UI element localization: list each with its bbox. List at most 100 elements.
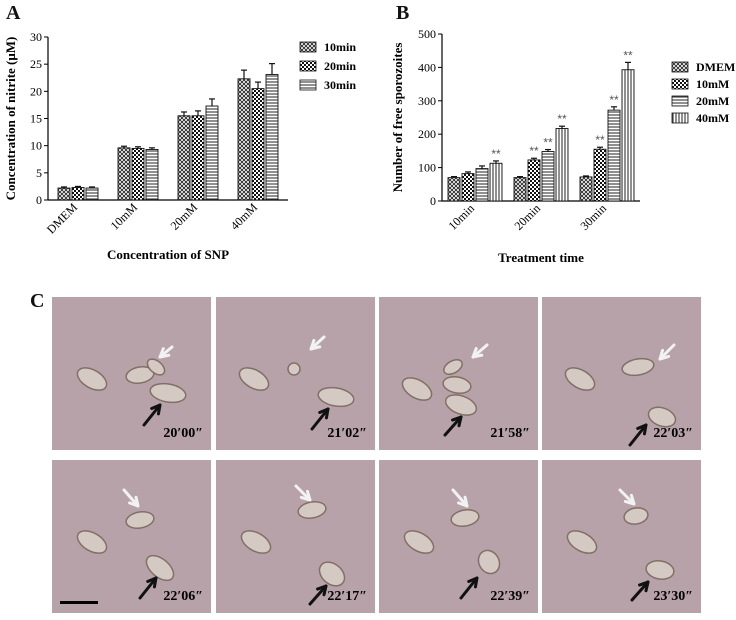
sporozoite-cell <box>76 530 108 554</box>
sporozoite-cell <box>621 357 655 377</box>
bar <box>237 78 251 201</box>
frame-image <box>564 343 677 447</box>
micrograph-frame: 22′06″ <box>52 460 211 613</box>
legend-label: 10min <box>324 40 356 54</box>
y-tick-label: 5 <box>36 166 42 180</box>
white-arrow-icon <box>309 335 326 351</box>
white-arrow-icon <box>618 488 636 506</box>
panel-a-letter: A <box>6 2 21 24</box>
sporozoite-cell <box>145 554 175 582</box>
frame-image <box>240 484 346 606</box>
legend-swatch <box>299 60 317 72</box>
bar <box>593 148 607 202</box>
bar <box>461 173 475 202</box>
scale-bar <box>60 601 98 604</box>
y-tick-label: 500 <box>418 27 436 41</box>
bar <box>513 177 527 202</box>
y-tick-label: 0 <box>36 193 42 207</box>
legend-swatch <box>671 61 689 73</box>
sporozoite-cell <box>297 501 327 519</box>
frame-image <box>401 343 489 437</box>
y-tick-label: 10 <box>30 139 42 153</box>
sporozoite-cell <box>564 367 596 391</box>
white-arrow-icon <box>122 488 140 508</box>
y-tick-label: 15 <box>30 112 42 126</box>
legend-swatch <box>671 112 689 124</box>
micrograph-frame: 21′58″ <box>379 297 538 450</box>
legend-label: 20mM <box>696 94 729 108</box>
y-tick-label: 0 <box>430 194 436 208</box>
y-tick-label: 25 <box>30 57 42 71</box>
x-axis-label: Concentration of SNP <box>107 247 229 262</box>
frame-timestamp: 20′00″ <box>163 426 203 441</box>
bar <box>621 69 635 202</box>
panel-c-letter: C <box>30 290 45 312</box>
sporozoite-cell <box>125 511 155 529</box>
bar <box>205 105 219 201</box>
bar <box>251 88 265 201</box>
black-arrow-icon <box>630 580 650 602</box>
significance-label: ** <box>557 112 567 126</box>
bar <box>191 115 205 201</box>
black-arrow-icon <box>308 584 328 606</box>
frame-timestamp: 22′03″ <box>653 426 693 441</box>
frame-timestamp: 23′30″ <box>653 589 693 604</box>
sporozoite-cell <box>443 359 463 375</box>
black-arrow-icon <box>138 576 158 600</box>
legend-label: 10mM <box>696 77 729 91</box>
bar <box>489 162 503 202</box>
white-arrow-icon <box>294 484 312 502</box>
sporozoite-cell <box>403 530 435 554</box>
bar <box>527 159 541 202</box>
frame-timestamp: 21′02″ <box>327 426 367 441</box>
frame-image <box>76 488 175 600</box>
black-arrow-icon <box>142 403 162 427</box>
sporozoite-cell <box>450 509 480 527</box>
micrograph-frame: 22′03″ <box>542 297 701 450</box>
micrograph-frame: 22′39″ <box>379 460 538 613</box>
legend-label: 40mM <box>696 111 729 125</box>
frame-timestamp: 22′17″ <box>327 589 367 604</box>
significance-label: ** <box>529 144 539 158</box>
y-tick-label: 300 <box>418 94 436 108</box>
bar <box>541 151 555 202</box>
white-arrow-icon <box>471 343 489 359</box>
y-tick-label: 20 <box>30 84 42 98</box>
y-tick-label: 30 <box>30 30 42 44</box>
white-arrow-icon <box>451 488 469 508</box>
significance-label: ** <box>609 93 619 107</box>
bar <box>117 147 131 201</box>
micrograph-frame: 23′30″ <box>542 460 701 613</box>
y-tick-label: 400 <box>418 60 436 74</box>
x-tick-label: 40mM <box>228 200 261 233</box>
y-axis-label: Concentration of nitrite (μM) <box>3 37 18 201</box>
frame-image <box>403 488 501 600</box>
bar <box>57 187 71 201</box>
x-tick-label: 20mM <box>168 200 201 233</box>
frame-timestamp: 21′58″ <box>490 426 530 441</box>
sporozoite-cell <box>287 362 301 376</box>
y-tick-label: 100 <box>418 161 436 175</box>
panel-b-letter: B <box>396 2 410 24</box>
frame-image <box>566 488 675 602</box>
bar <box>131 147 145 201</box>
significance-label: ** <box>543 136 553 150</box>
white-arrow-icon <box>658 343 676 361</box>
sporozoite-cell <box>401 377 433 401</box>
bar <box>579 176 593 202</box>
bar <box>177 115 191 201</box>
bar <box>265 74 279 201</box>
sporozoite-cell <box>566 530 598 554</box>
chart-a: 0 5 10 15 20 25 30 DMEM 10mM 20mM 40mM Concentratio… <box>3 30 356 262</box>
frame-timestamp: 22′06″ <box>163 589 203 604</box>
bar <box>447 177 461 202</box>
legend-swatch <box>299 41 317 53</box>
legend-swatch <box>299 79 317 91</box>
x-tick-label: 10mM <box>108 200 141 233</box>
sporozoite-cell <box>240 530 272 554</box>
frame-image <box>238 335 355 431</box>
black-arrow-icon <box>628 423 648 447</box>
sporozoite-cell <box>149 382 187 404</box>
y-tick-label: 200 <box>418 127 436 141</box>
sporozoite-cell <box>76 367 108 391</box>
